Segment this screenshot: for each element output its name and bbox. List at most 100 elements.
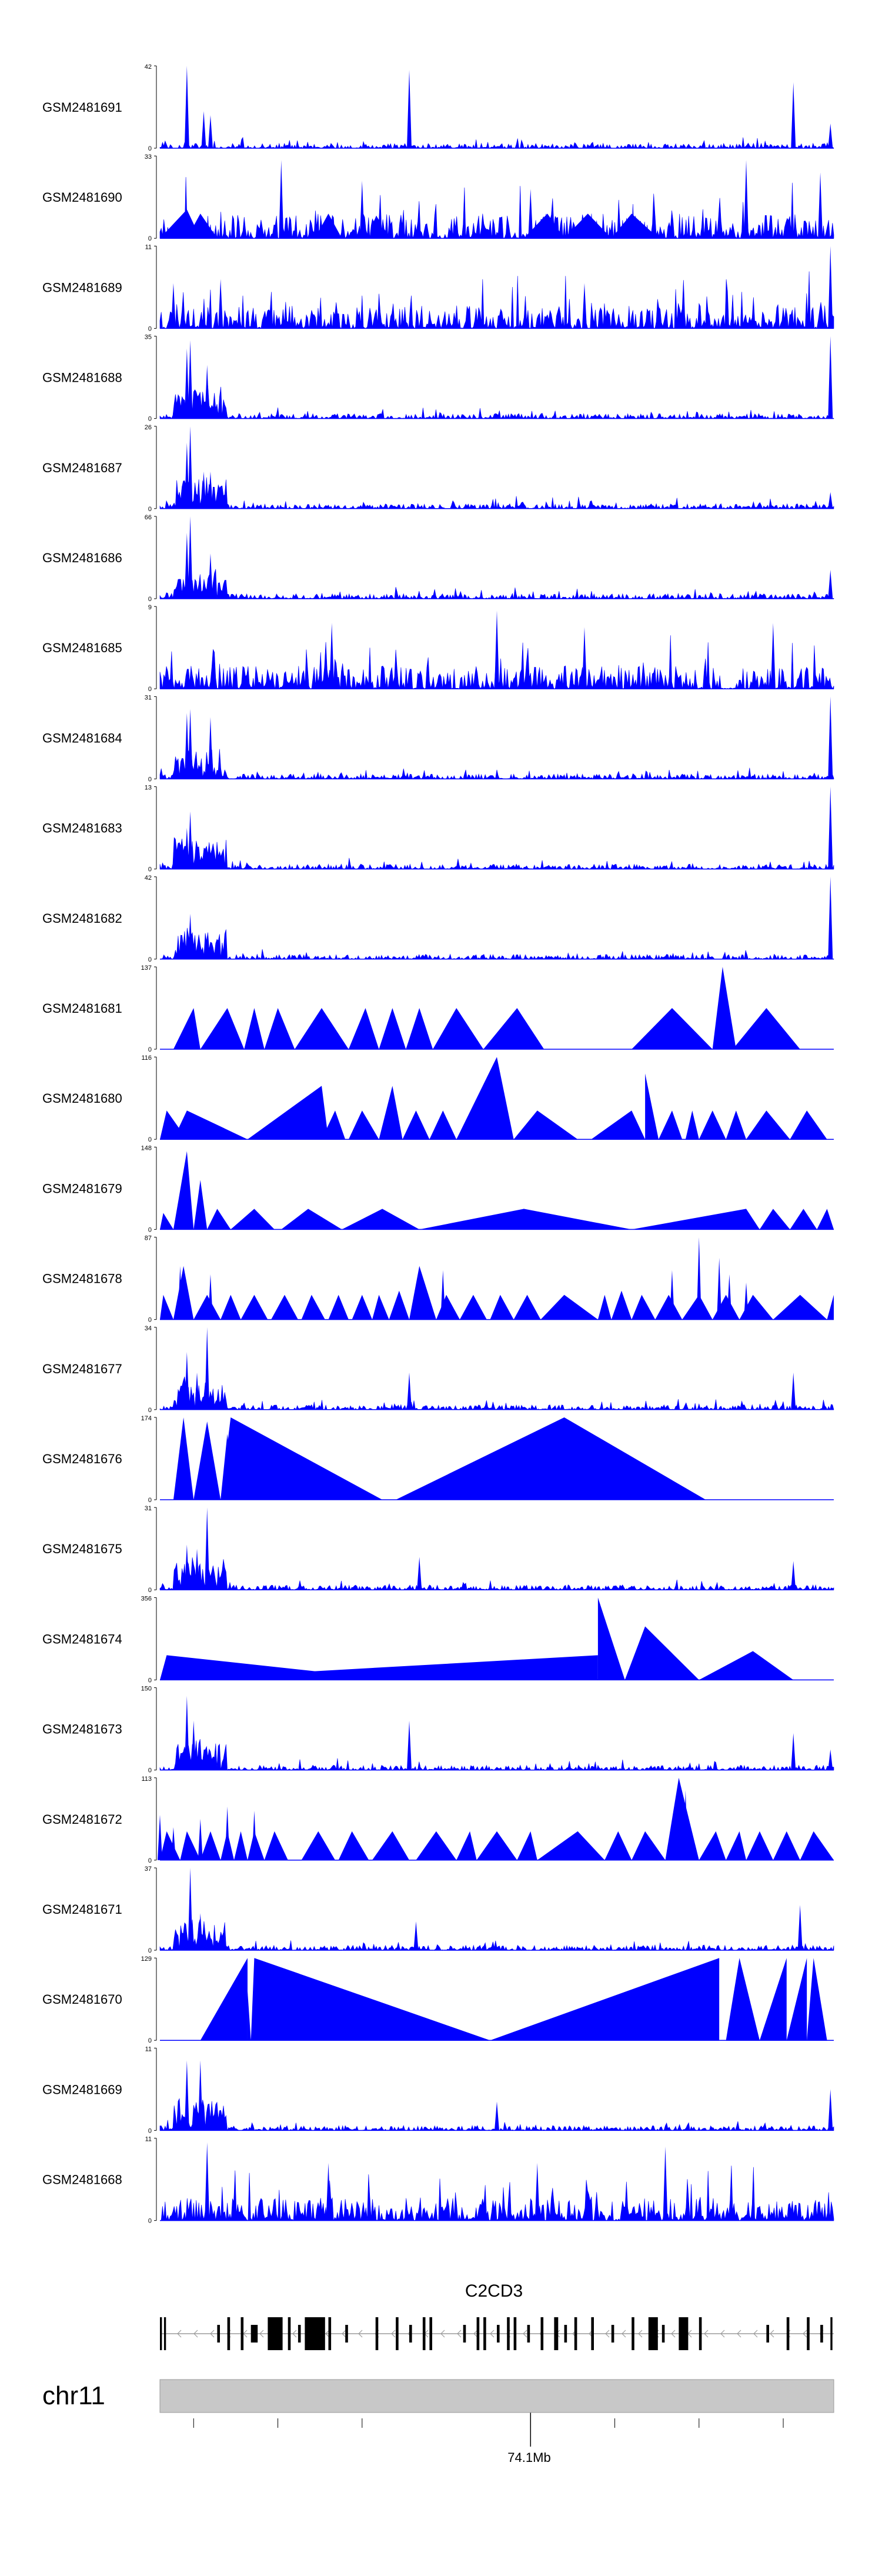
y-max-label: 31 bbox=[145, 694, 152, 701]
coverage-area bbox=[159, 1557, 834, 1591]
coverage-segment bbox=[406, 1008, 433, 1049]
track-label: GSM2481683 bbox=[42, 821, 122, 836]
coverage-segment bbox=[348, 1110, 379, 1140]
track-GSM2481689: GSM2481689 11 0 bbox=[42, 243, 834, 332]
y-min-label: 0 bbox=[148, 506, 152, 513]
coverage-segment bbox=[160, 1831, 181, 1860]
track-label: GSM2481674 bbox=[42, 1631, 122, 1646]
coverage-segment bbox=[540, 1294, 598, 1320]
track-GSM2481682: GSM2481682 42 0 bbox=[42, 875, 834, 963]
coverage-peak bbox=[201, 471, 206, 509]
coverage-segment bbox=[807, 1958, 827, 2041]
strand-arrow bbox=[440, 2330, 445, 2338]
coverage-peak bbox=[205, 1327, 210, 1410]
coverage-peak bbox=[791, 1561, 796, 1590]
y-max-label: 116 bbox=[141, 1055, 152, 1062]
exon bbox=[288, 2317, 291, 2350]
track-GSM2481683: GSM2481683 13 0 bbox=[42, 785, 834, 873]
coverage-area bbox=[159, 177, 834, 239]
coverage-segment bbox=[200, 1831, 221, 1860]
coverage-peak bbox=[205, 1507, 210, 1590]
track-GSM2481686: GSM2481686 66 0 bbox=[42, 514, 834, 603]
strand-arrow bbox=[523, 2330, 527, 2338]
track-GSM2481669: GSM2481669 11 0 bbox=[42, 2046, 834, 2134]
coverage-peak bbox=[534, 2163, 540, 2221]
coverage-segment bbox=[790, 1110, 827, 1140]
coverage-segment bbox=[220, 1417, 383, 1500]
coverage-peak bbox=[326, 2163, 331, 2221]
y-max-label: 11 bbox=[145, 243, 152, 251]
coverage-segment bbox=[193, 1180, 208, 1230]
track-GSM2481680: GSM2481680 116 0 bbox=[42, 1055, 834, 1143]
coverage-segment bbox=[328, 1294, 349, 1320]
track-GSM2481673: GSM2481673 150 0 bbox=[42, 1686, 834, 1774]
coverage-peak bbox=[188, 340, 193, 419]
exon bbox=[240, 2317, 244, 2350]
coverage-peak bbox=[828, 336, 833, 419]
track-label: GSM2481670 bbox=[42, 1992, 122, 2007]
track-label: GSM2481689 bbox=[42, 280, 122, 295]
y-max-label: 42 bbox=[145, 875, 152, 882]
exon bbox=[227, 2317, 230, 2350]
track-label: GSM2481671 bbox=[42, 1902, 122, 1917]
track-label: GSM2481687 bbox=[42, 461, 122, 475]
coverage-segment bbox=[160, 209, 201, 239]
coverage-segment bbox=[726, 1958, 760, 2041]
coverage-segment bbox=[247, 1831, 265, 1860]
gene-track: C2CD3 bbox=[160, 2281, 834, 2350]
coverage-segment bbox=[207, 1209, 231, 1230]
coverage-segment bbox=[264, 1008, 295, 1049]
coverage-segment bbox=[827, 1294, 834, 1320]
strand-arrow bbox=[177, 2330, 182, 2338]
coverage-segment bbox=[759, 1958, 787, 2041]
coverage-peak bbox=[828, 2089, 833, 2131]
coverage-segment bbox=[301, 1294, 325, 1320]
exon bbox=[820, 2325, 823, 2343]
track-label: GSM2481681 bbox=[42, 1001, 122, 1016]
coverage-area bbox=[159, 927, 834, 960]
coverage-segment bbox=[230, 1209, 275, 1230]
coverage-peak bbox=[188, 516, 193, 599]
coverage-segment bbox=[490, 1294, 514, 1320]
coverage-segment bbox=[597, 1294, 612, 1320]
coverage-peak bbox=[184, 1544, 189, 1590]
y-min-label: 0 bbox=[148, 776, 152, 783]
track-GSM2481690: GSM2481690 33 0 bbox=[42, 154, 834, 242]
exon bbox=[476, 2317, 480, 2350]
coverage-segment bbox=[200, 1958, 248, 2041]
coverage-segment bbox=[247, 1991, 251, 2041]
exon bbox=[422, 2317, 426, 2350]
exon bbox=[305, 2317, 325, 2350]
track-GSM2481684: GSM2481684 31 0 bbox=[42, 694, 834, 783]
exon bbox=[591, 2317, 594, 2350]
exon bbox=[830, 2317, 833, 2350]
exon bbox=[396, 2317, 399, 2350]
track-label: GSM2481677 bbox=[42, 1362, 122, 1376]
coverage-segment bbox=[632, 1008, 713, 1049]
coverage-segment bbox=[173, 1417, 194, 1500]
exon bbox=[160, 2317, 162, 2350]
coverage-peak bbox=[407, 1720, 412, 1770]
exon bbox=[527, 2325, 530, 2343]
coverage-segment bbox=[624, 1626, 699, 1680]
coverage-segment bbox=[759, 1209, 790, 1230]
track-label: GSM2481684 bbox=[42, 730, 122, 745]
coverage-peak bbox=[171, 1827, 176, 1860]
y-min-label: 0 bbox=[148, 1136, 152, 1143]
coverage-segment bbox=[632, 1294, 656, 1320]
exon bbox=[766, 2325, 769, 2343]
coverage-segment bbox=[295, 1008, 349, 1049]
coverage-peak bbox=[582, 283, 587, 329]
strand-arrow bbox=[770, 2330, 774, 2338]
y-max-label: 150 bbox=[141, 1686, 152, 1693]
y-max-label: 31 bbox=[145, 1505, 152, 1512]
y-min-label: 0 bbox=[148, 1947, 152, 1954]
coverage-segment bbox=[685, 1110, 699, 1140]
y-max-label: 26 bbox=[145, 424, 152, 431]
coverage-peak bbox=[828, 246, 833, 329]
y-min-label: 0 bbox=[148, 1677, 152, 1684]
chromosome-track: chr11 74.1Mb bbox=[42, 2379, 834, 2465]
coverage-peak bbox=[178, 1266, 183, 1320]
coverage-segment bbox=[264, 1831, 288, 1860]
coverage-area bbox=[159, 385, 834, 419]
